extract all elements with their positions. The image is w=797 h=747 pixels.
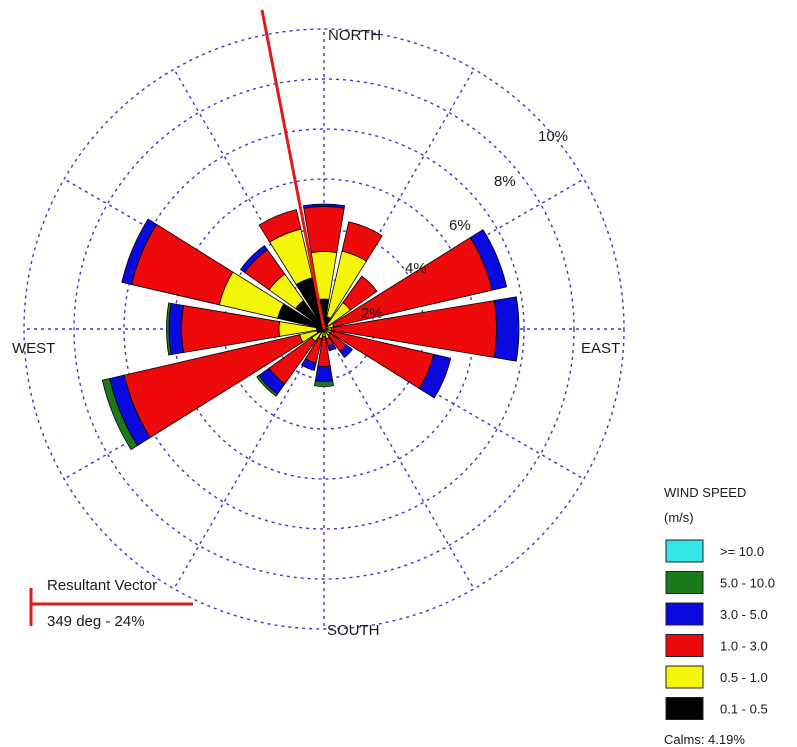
petal-segment xyxy=(256,374,279,397)
legend-units: (m/s) xyxy=(664,510,694,525)
petal-292.5 xyxy=(121,218,325,330)
resultant-vector-line xyxy=(260,9,326,330)
petal-segment xyxy=(341,221,383,262)
petal-90 xyxy=(323,296,520,362)
legend-calms: Calms: 4.19% xyxy=(664,732,745,747)
petal-67.5 xyxy=(323,229,508,330)
label-north: NORTH xyxy=(328,27,381,44)
legend-item-label: 3.0 - 5.0 xyxy=(720,607,768,622)
legend-title: WIND SPEED xyxy=(664,485,746,500)
petal-segment xyxy=(342,275,378,311)
petal-segment xyxy=(258,209,302,243)
label-east: EAST xyxy=(581,340,620,357)
petal-segment xyxy=(300,358,317,371)
resultant-vector-value: 349 deg - 24% xyxy=(47,613,145,630)
petal-0 xyxy=(302,203,346,330)
petal-135 xyxy=(323,328,354,359)
petal-segment xyxy=(314,380,334,387)
ring-label-4: 4% xyxy=(405,260,427,277)
ring-labels: 2% 4% 6% 8% 10% xyxy=(361,128,568,322)
petal-270 xyxy=(166,302,325,356)
petal-segment xyxy=(314,365,334,382)
petal-247.5 xyxy=(101,328,325,451)
legend-swatch xyxy=(665,665,704,689)
resultant-vector-key: Resultant Vector 349 deg - 24% xyxy=(29,577,193,630)
petal-segment xyxy=(418,353,452,399)
legend-swatch xyxy=(665,634,704,657)
grid-spoke xyxy=(323,328,475,590)
legend-swatch xyxy=(665,539,704,563)
petal-segment xyxy=(121,218,158,286)
petal-157.5 xyxy=(323,328,337,352)
petals xyxy=(101,203,520,451)
petal-337.5 xyxy=(258,209,325,330)
petal-segment xyxy=(327,343,337,352)
ring-label-8: 8% xyxy=(494,173,516,190)
petal-22.5 xyxy=(323,221,383,330)
legend-swatch xyxy=(665,697,704,720)
resultant-vector-label: Resultant Vector xyxy=(47,577,157,594)
direction-labels: NORTH SOUTH EAST WEST xyxy=(12,27,620,639)
label-west: WEST xyxy=(12,340,55,357)
petal-segment xyxy=(302,203,346,209)
petal-segment xyxy=(168,302,184,356)
legend-item-label: 5.0 - 10.0 xyxy=(720,576,775,591)
legend-swatch xyxy=(665,571,704,594)
label-south: SOUTH xyxy=(327,622,380,639)
petal-315 xyxy=(239,244,325,330)
legend-swatch xyxy=(665,602,704,626)
legend-items: >= 10.0 5.0 - 10.0 3.0 - 5.0 1.0 - 3.0 0.5 -… xyxy=(665,539,775,720)
grid-ring xyxy=(73,78,575,580)
grid-ring xyxy=(23,28,625,630)
legend-item-label: 0.1 - 0.5 xyxy=(720,702,768,717)
ring-label-6: 6% xyxy=(449,217,471,234)
legend: WIND SPEED (m/s) >= 10.0 5.0 - 10.0 3.0 - … xyxy=(664,485,775,747)
petal-112.5 xyxy=(323,328,452,399)
ring-label-10: 10% xyxy=(538,128,568,145)
legend-item-label: >= 10.0 xyxy=(720,544,764,559)
grid-spoke xyxy=(173,328,325,590)
grid-ring xyxy=(123,128,525,530)
ring-label-2: 2% xyxy=(361,305,383,322)
petal-segment xyxy=(469,229,508,291)
petal-segment xyxy=(239,244,268,273)
petal-segment xyxy=(339,344,354,359)
petal-180 xyxy=(314,328,334,387)
petal-segment xyxy=(493,296,520,362)
petal-segment xyxy=(166,302,172,356)
petal-202.5 xyxy=(300,328,325,371)
petal-45 xyxy=(323,275,378,330)
petal-segment xyxy=(101,378,138,451)
petal-segment xyxy=(303,206,345,254)
legend-item-label: 0.5 - 1.0 xyxy=(720,670,768,685)
legend-item-label: 1.0 - 3.0 xyxy=(720,639,768,654)
